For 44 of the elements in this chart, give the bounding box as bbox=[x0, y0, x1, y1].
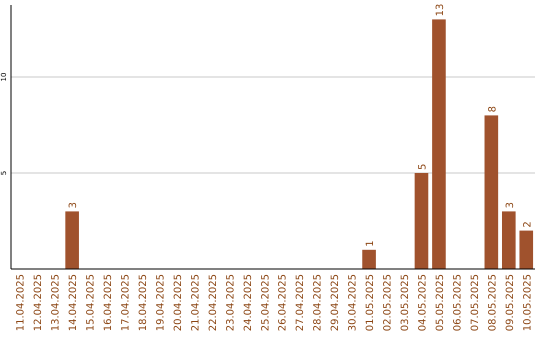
x-tick-label: 18.04.2025 bbox=[138, 274, 149, 332]
x-tick-label: 07.05.2025 bbox=[470, 274, 481, 332]
x-tick-label: 01.05.2025 bbox=[365, 274, 376, 332]
data-label: 2 bbox=[522, 221, 534, 228]
data-label: 13 bbox=[434, 4, 446, 16]
bar bbox=[362, 250, 376, 269]
bar bbox=[432, 19, 446, 269]
x-tick-label: 03.05.2025 bbox=[400, 274, 411, 332]
x-tick-label: 27.04.2025 bbox=[295, 274, 306, 332]
x-tick-label: 22.04.2025 bbox=[208, 274, 219, 332]
x-tick-label: 11.04.2025 bbox=[16, 274, 27, 332]
data-label: 8 bbox=[487, 106, 498, 112]
x-tick-label: 04.05.2025 bbox=[417, 274, 428, 332]
x-tick-label: 10.05.2025 bbox=[522, 274, 534, 332]
x-tick-label: 17.04.2025 bbox=[120, 274, 132, 332]
bar bbox=[65, 211, 79, 269]
x-tick-label: 28.04.2025 bbox=[312, 274, 324, 332]
x-tick-label: 20.04.2025 bbox=[172, 274, 184, 332]
x-tick-label: 13.04.2025 bbox=[50, 274, 62, 332]
x-tick-label: 15.04.2025 bbox=[86, 274, 97, 332]
data-label: 3 bbox=[68, 202, 80, 208]
x-tick-label: 24.04.2025 bbox=[242, 274, 254, 332]
x-tick-label: 25.04.2025 bbox=[260, 274, 272, 332]
x-tick-label: 30.04.2025 bbox=[348, 274, 359, 332]
x-tick-label: 26.04.2025 bbox=[278, 274, 289, 332]
data-label: 5 bbox=[417, 164, 428, 170]
x-tick-label: 08.05.2025 bbox=[487, 274, 498, 332]
x-tick-label: 05.05.2025 bbox=[434, 274, 446, 332]
bar bbox=[484, 115, 498, 269]
x-tick-label: 09.05.2025 bbox=[504, 274, 516, 332]
x-tick-label: 02.05.2025 bbox=[382, 274, 394, 332]
x-tick-label: 21.04.2025 bbox=[190, 274, 202, 332]
data-label: 3 bbox=[504, 202, 516, 208]
x-tick-label: 29.04.2025 bbox=[330, 274, 342, 332]
x-tick-label: 16.04.2025 bbox=[103, 274, 114, 332]
x-tick-label: 14.04.2025 bbox=[68, 274, 80, 332]
x-tick-label: 23.04.2025 bbox=[225, 274, 236, 332]
bar bbox=[414, 173, 428, 269]
bar bbox=[502, 211, 516, 269]
data-label: 1 bbox=[365, 240, 376, 247]
bar bbox=[519, 230, 534, 269]
x-tick-label: 12.04.2025 bbox=[33, 274, 44, 332]
x-tick-label: 06.05.2025 bbox=[452, 274, 464, 332]
x-tick-label: 19.04.2025 bbox=[155, 274, 166, 332]
